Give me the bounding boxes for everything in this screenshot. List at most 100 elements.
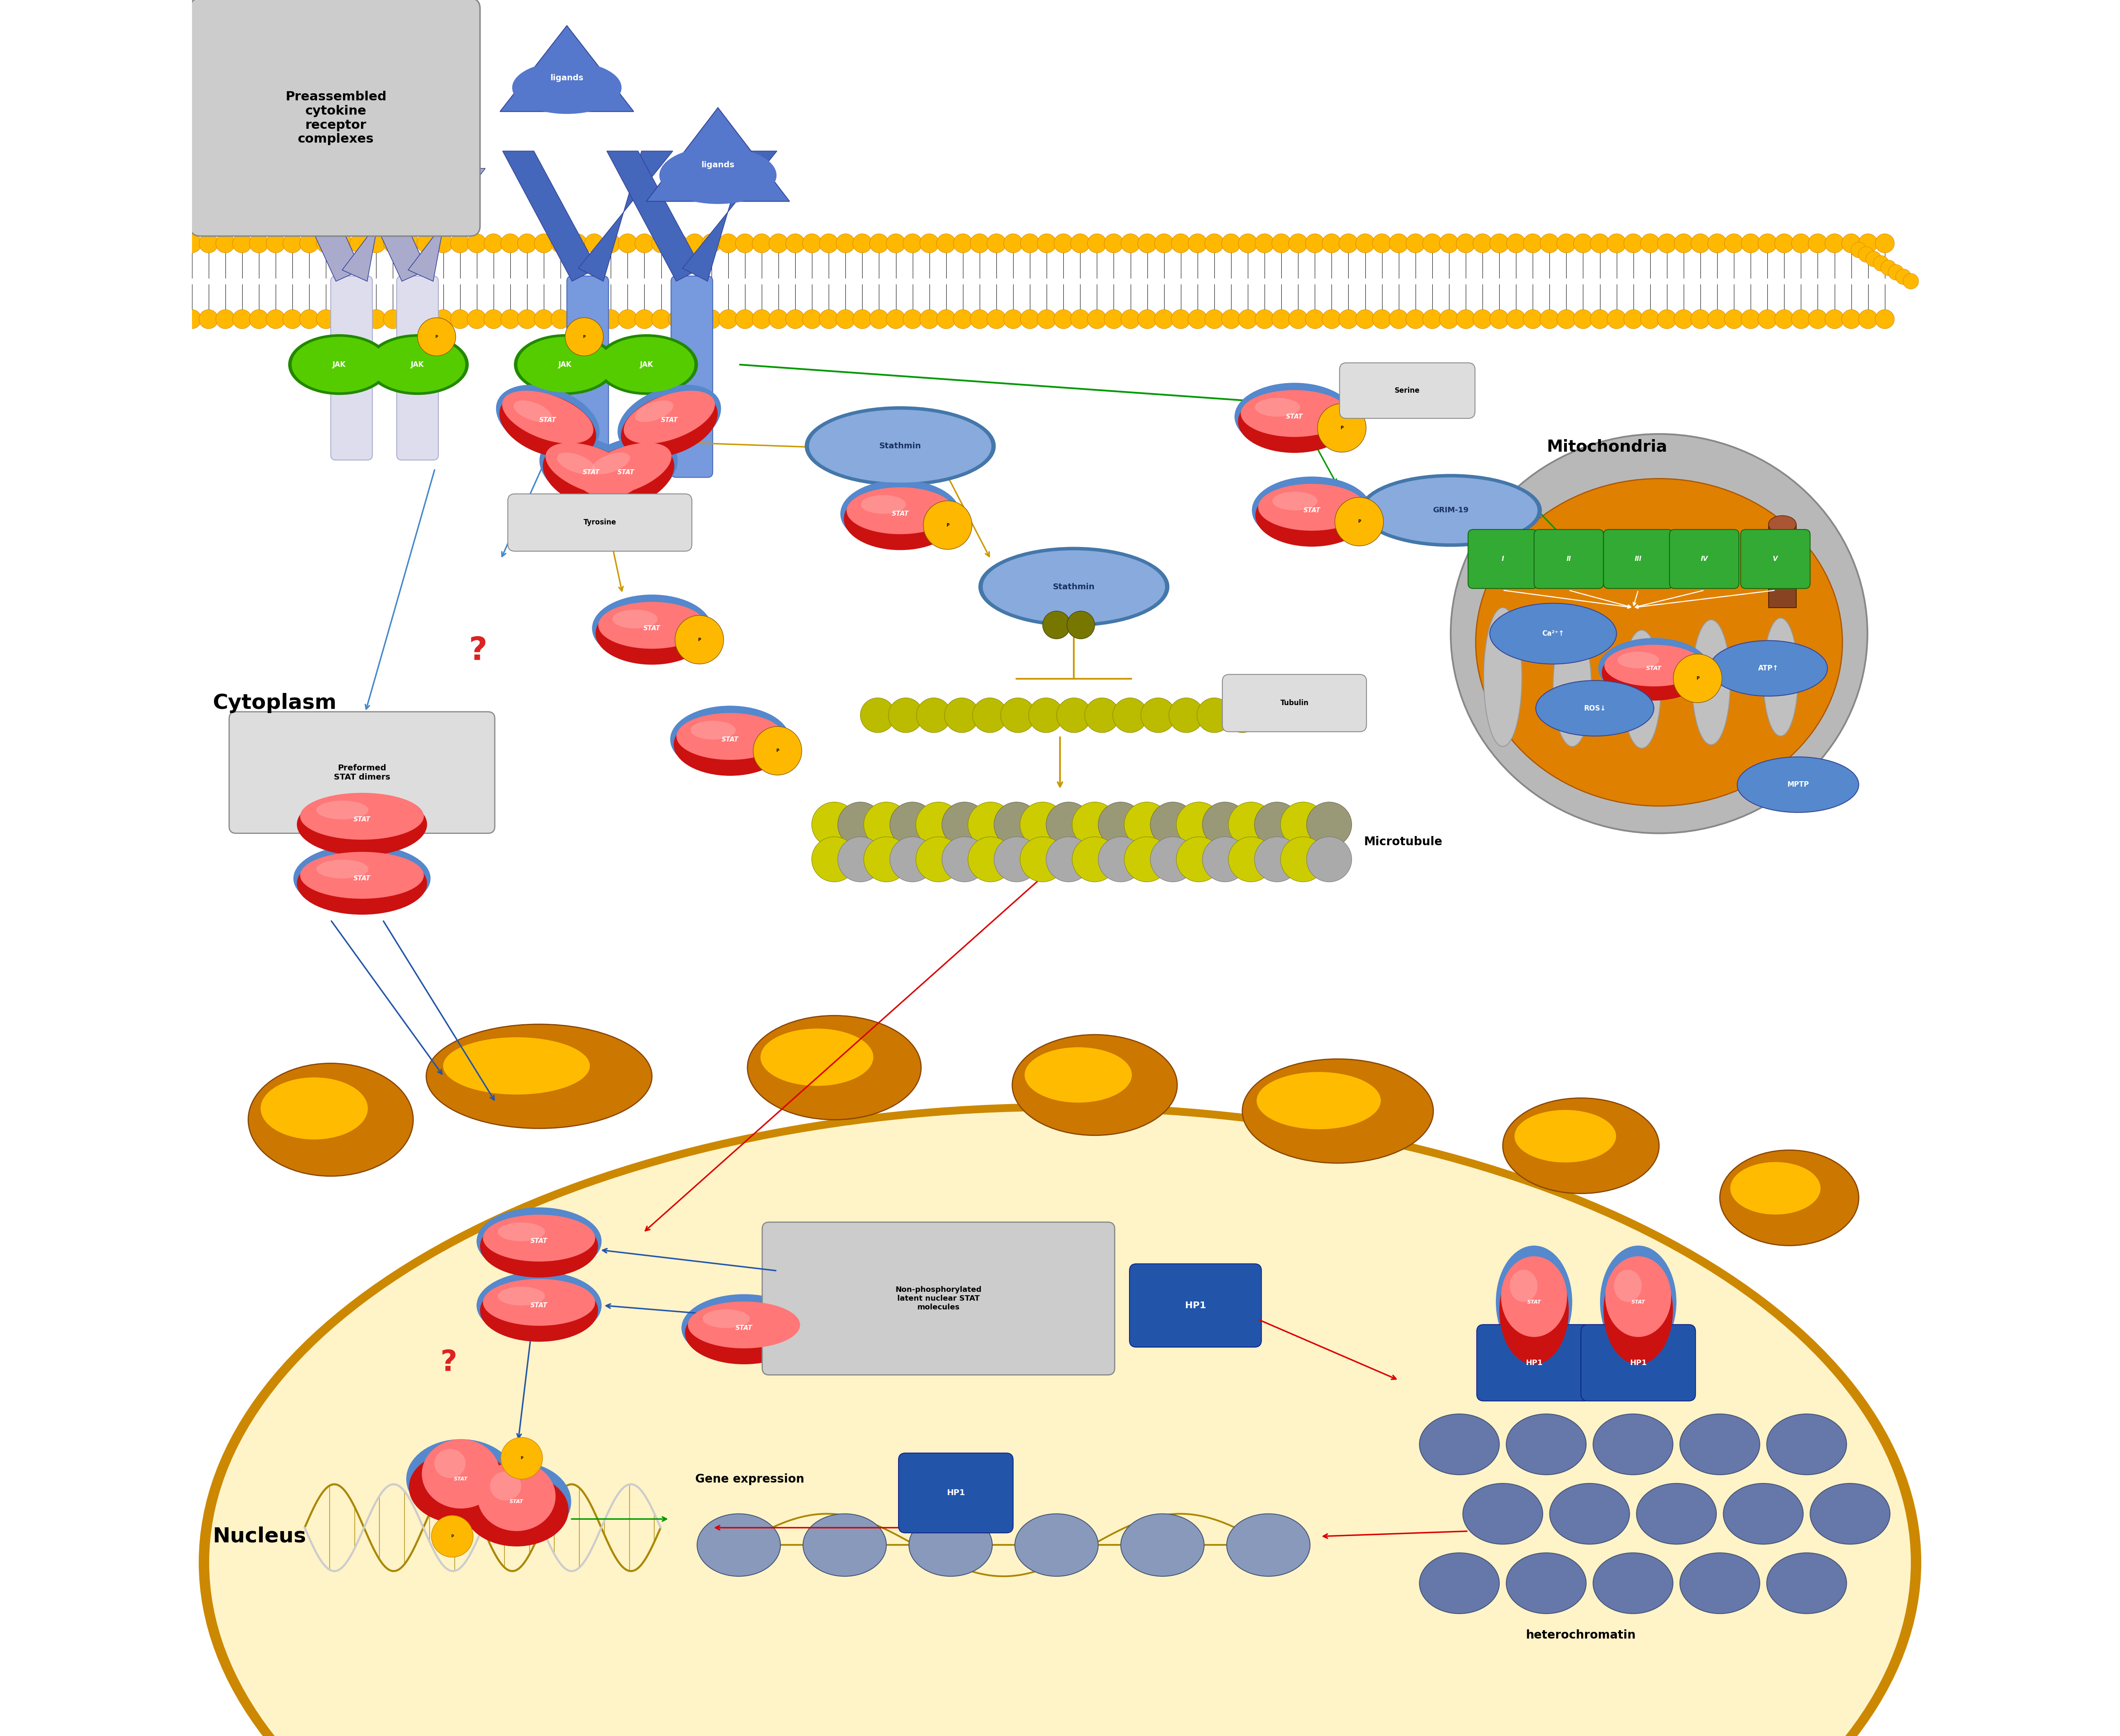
Circle shape — [1791, 309, 1810, 328]
Text: Preformed
STAT dimers: Preformed STAT dimers — [333, 764, 390, 781]
Ellipse shape — [558, 453, 596, 474]
Circle shape — [770, 234, 789, 253]
Circle shape — [534, 234, 553, 253]
Circle shape — [1045, 802, 1092, 847]
Circle shape — [1607, 234, 1626, 253]
Circle shape — [1255, 837, 1300, 882]
Circle shape — [1001, 698, 1035, 733]
Ellipse shape — [462, 1462, 570, 1542]
Ellipse shape — [543, 444, 640, 510]
Text: P: P — [946, 523, 950, 528]
Circle shape — [517, 234, 536, 253]
Ellipse shape — [538, 437, 642, 507]
Text: STAT: STAT — [617, 469, 634, 476]
Circle shape — [1202, 837, 1247, 882]
Circle shape — [216, 234, 235, 253]
Circle shape — [1741, 309, 1760, 328]
Circle shape — [651, 234, 670, 253]
Ellipse shape — [577, 444, 674, 510]
Circle shape — [1170, 309, 1189, 328]
Circle shape — [1825, 309, 1844, 328]
Polygon shape — [341, 168, 420, 281]
Ellipse shape — [1810, 1483, 1891, 1545]
Circle shape — [941, 802, 988, 847]
Circle shape — [937, 309, 956, 328]
Ellipse shape — [591, 594, 712, 661]
Circle shape — [1138, 234, 1158, 253]
Ellipse shape — [1679, 1413, 1760, 1476]
Circle shape — [1774, 234, 1794, 253]
Ellipse shape — [498, 1286, 545, 1305]
Circle shape — [869, 234, 888, 253]
Text: STAT: STAT — [509, 1498, 524, 1505]
Circle shape — [1121, 309, 1141, 328]
Ellipse shape — [979, 547, 1170, 627]
Circle shape — [1741, 234, 1760, 253]
Circle shape — [367, 234, 386, 253]
Ellipse shape — [422, 1439, 500, 1509]
Circle shape — [1473, 309, 1492, 328]
Text: STAT: STAT — [583, 469, 600, 476]
Circle shape — [1406, 309, 1425, 328]
Circle shape — [719, 234, 738, 253]
Text: HP1: HP1 — [1185, 1302, 1206, 1309]
Circle shape — [1340, 234, 1359, 253]
Circle shape — [1105, 309, 1124, 328]
Ellipse shape — [1509, 1269, 1537, 1302]
Circle shape — [1859, 234, 1878, 253]
Circle shape — [1073, 802, 1117, 847]
Ellipse shape — [1011, 1035, 1177, 1135]
Ellipse shape — [1598, 639, 1709, 700]
Circle shape — [1056, 698, 1092, 733]
Circle shape — [1280, 802, 1325, 847]
Circle shape — [483, 309, 502, 328]
Circle shape — [1624, 234, 1643, 253]
Circle shape — [1151, 837, 1196, 882]
Circle shape — [852, 309, 871, 328]
Circle shape — [1155, 234, 1174, 253]
Ellipse shape — [293, 785, 430, 854]
Circle shape — [1876, 309, 1895, 328]
Circle shape — [1808, 234, 1827, 253]
Circle shape — [1556, 234, 1575, 253]
Circle shape — [1757, 309, 1777, 328]
Circle shape — [1406, 234, 1425, 253]
Ellipse shape — [840, 481, 960, 549]
Circle shape — [1138, 309, 1158, 328]
Circle shape — [1904, 273, 1919, 288]
Circle shape — [401, 234, 420, 253]
Text: JAK: JAK — [558, 361, 572, 368]
Ellipse shape — [1257, 484, 1365, 531]
Ellipse shape — [248, 1062, 413, 1177]
Circle shape — [1020, 802, 1064, 847]
FancyBboxPatch shape — [1535, 529, 1603, 589]
Ellipse shape — [1484, 608, 1522, 746]
Ellipse shape — [477, 1462, 555, 1531]
Text: STAT: STAT — [661, 417, 678, 424]
Circle shape — [216, 309, 235, 328]
Circle shape — [1238, 234, 1257, 253]
Ellipse shape — [367, 333, 469, 396]
Ellipse shape — [1024, 1047, 1132, 1102]
FancyBboxPatch shape — [1340, 363, 1476, 418]
Circle shape — [418, 309, 437, 328]
Ellipse shape — [1724, 1483, 1804, 1545]
Circle shape — [1028, 698, 1064, 733]
Circle shape — [1895, 269, 1912, 285]
Circle shape — [1124, 837, 1170, 882]
Circle shape — [1255, 309, 1274, 328]
Circle shape — [835, 234, 854, 253]
Circle shape — [1071, 234, 1090, 253]
Circle shape — [818, 234, 837, 253]
Circle shape — [551, 234, 570, 253]
Circle shape — [435, 234, 454, 253]
Ellipse shape — [1768, 516, 1796, 533]
Circle shape — [1088, 234, 1107, 253]
Circle shape — [619, 234, 638, 253]
Ellipse shape — [1255, 484, 1367, 547]
Circle shape — [1020, 309, 1039, 328]
Circle shape — [736, 234, 755, 253]
Circle shape — [384, 309, 403, 328]
Ellipse shape — [1420, 1554, 1499, 1614]
Text: P: P — [1696, 677, 1698, 681]
